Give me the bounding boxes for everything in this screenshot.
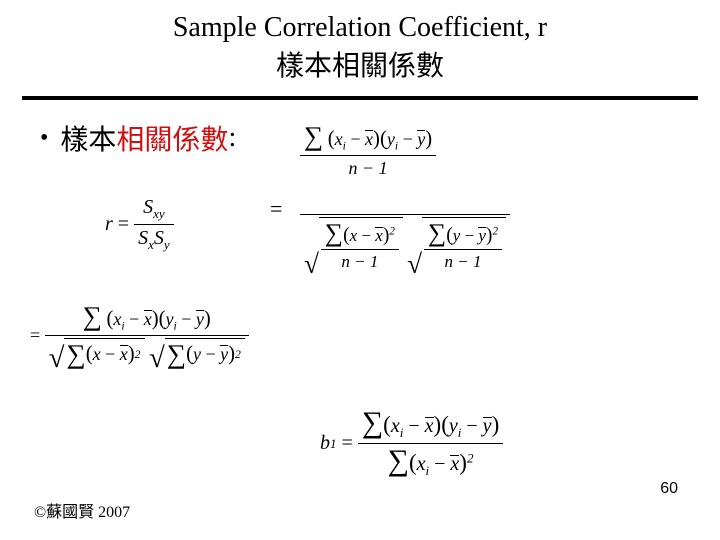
title-english: Sample Correlation Coefficient, r bbox=[0, 12, 720, 44]
formula-top-numerator: ∑ (xi − x)(yi − y) n − 1 bbox=[300, 123, 436, 179]
footer-copyright: ©蘇國賢 2007 bbox=[34, 498, 130, 522]
title-rule bbox=[22, 96, 698, 100]
bullet-colon: : bbox=[228, 122, 236, 154]
formula-simplified: = ∑ (xi − x)(yi − y) √ ∑(x − x)2 √ ∑(y −… bbox=[30, 303, 249, 368]
slide-title: Sample Correlation Coefficient, r 樣本相關係數 bbox=[0, 0, 720, 92]
bullet-text-black: 樣本 bbox=[60, 118, 116, 158]
formula-eq-middle: = bbox=[270, 196, 282, 222]
bullet-text-red: 相關係數 bbox=[116, 118, 228, 158]
formula-b1: b1 = ∑(xi − x)(yi − y) ∑(xi − x)2 bbox=[320, 408, 503, 479]
formula-r-sxy: r = Sxy SxSy bbox=[105, 196, 174, 253]
title-chinese: 樣本相關係數 bbox=[0, 44, 720, 84]
bullet-marker: • bbox=[40, 125, 48, 152]
math-area: r = Sxy SxSy ∑ (xi − x)(yi − y) n − 1 = … bbox=[0, 158, 720, 458]
formula-mid-denominator: √ ∑(x − x)2 n − 1 √ ∑(y − y)2 bbox=[300, 208, 510, 272]
page-number: 60 bbox=[660, 480, 678, 498]
